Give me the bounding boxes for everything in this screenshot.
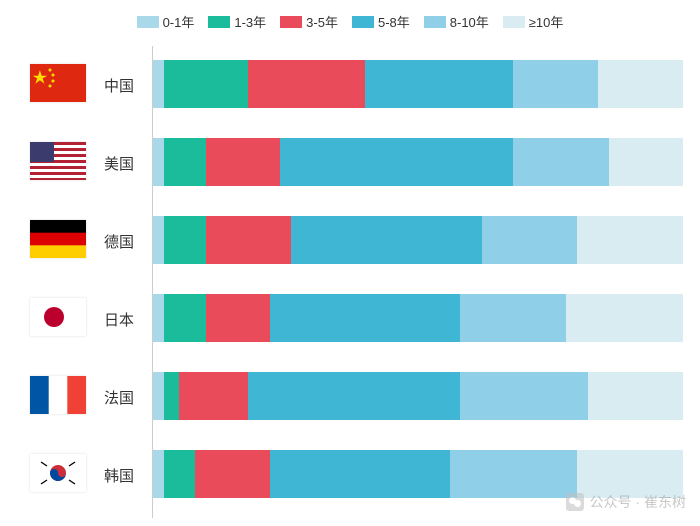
- legend-label: 1-3年: [234, 12, 266, 31]
- legend-label: ≥10年: [529, 12, 564, 31]
- legend-swatch: [503, 16, 525, 28]
- bar-segment: [588, 372, 683, 420]
- bar-segment: [164, 294, 206, 342]
- bar-segment: [598, 60, 683, 108]
- bar-stack: [153, 294, 683, 342]
- bar-segment: [179, 372, 248, 420]
- bar-segment: [153, 450, 164, 498]
- bar-row: [153, 124, 683, 202]
- bar-segment: [460, 372, 587, 420]
- legend-swatch: [352, 16, 374, 28]
- legend-item: 0-1年: [137, 12, 195, 31]
- bar-segment: [609, 138, 683, 186]
- wechat-icon: [566, 493, 584, 511]
- stacked-bar-chart: 0-1年 1-3年 3-5年 5-8年 8-10年 ≥10年 公众号 · 崔东树 中国美国…: [0, 0, 700, 526]
- bar-row: [153, 46, 683, 124]
- legend-item: 8-10年: [424, 12, 489, 31]
- bar-stack: [153, 138, 683, 186]
- bar-segment: [270, 294, 461, 342]
- bar-segment: [195, 450, 269, 498]
- bar-segment: [206, 138, 280, 186]
- bar-stack: [153, 450, 683, 498]
- legend-swatch: [280, 16, 302, 28]
- country-label: 日本: [104, 280, 150, 358]
- country-label: 中国: [104, 46, 150, 124]
- korea-flag-icon: [30, 454, 86, 492]
- watermark: 公众号 · 崔东树: [566, 492, 686, 512]
- bar-segment: [206, 216, 291, 264]
- bar-segment: [153, 60, 164, 108]
- country-label: 德国: [104, 202, 150, 280]
- germany-flag-icon: [30, 220, 86, 258]
- legend-label: 0-1年: [163, 12, 195, 31]
- bar-segment: [248, 60, 365, 108]
- legend-swatch: [208, 16, 230, 28]
- legend-item: ≥10年: [503, 12, 564, 31]
- bar-row: [153, 202, 683, 280]
- bar-segment: [365, 60, 513, 108]
- legend-swatch: [137, 16, 159, 28]
- bar-row: [153, 280, 683, 358]
- bar-segment: [164, 138, 206, 186]
- legend-item: 3-5年: [280, 12, 338, 31]
- country-label: 法国: [104, 358, 150, 436]
- bar-stack: [153, 60, 683, 108]
- japan-flag-icon: [30, 298, 86, 336]
- bar-segment: [280, 138, 513, 186]
- country-label: 韩国: [104, 436, 150, 514]
- bar-segment: [153, 138, 164, 186]
- bar-segment: [248, 372, 460, 420]
- bar-segment: [153, 372, 164, 420]
- legend-label: 5-8年: [378, 12, 410, 31]
- bar-stack: [153, 372, 683, 420]
- bar-segment: [153, 216, 164, 264]
- legend-label: 8-10年: [450, 12, 489, 31]
- watermark-text: 公众号 · 崔东树: [590, 492, 686, 512]
- legend-label: 3-5年: [306, 12, 338, 31]
- legend-item: 5-8年: [352, 12, 410, 31]
- bar-segment: [153, 294, 164, 342]
- chart-legend: 0-1年 1-3年 3-5年 5-8年 8-10年 ≥10年: [0, 12, 700, 33]
- bar-segment: [164, 60, 249, 108]
- bar-segment: [164, 450, 196, 498]
- bar-segment: [164, 216, 206, 264]
- legend-swatch: [424, 16, 446, 28]
- bar-segment: [206, 294, 270, 342]
- bar-segment: [291, 216, 482, 264]
- usa-flag-icon: [30, 142, 86, 180]
- bar-segment: [482, 216, 577, 264]
- bar-segment: [566, 294, 683, 342]
- bar-segment: [460, 294, 566, 342]
- bar-segment: [513, 60, 598, 108]
- bar-stack: [153, 216, 683, 264]
- bar-segment: [577, 216, 683, 264]
- bar-segment: [164, 372, 180, 420]
- country-label: 美国: [104, 124, 150, 202]
- france-flag-icon: [30, 376, 86, 414]
- bar-row: [153, 358, 683, 436]
- legend-item: 1-3年: [208, 12, 266, 31]
- china-flag-icon: [30, 64, 86, 102]
- bar-segment: [270, 450, 450, 498]
- bar-segment: [450, 450, 577, 498]
- chart-plot-area: [152, 46, 683, 518]
- bar-segment: [577, 450, 683, 498]
- bar-segment: [513, 138, 608, 186]
